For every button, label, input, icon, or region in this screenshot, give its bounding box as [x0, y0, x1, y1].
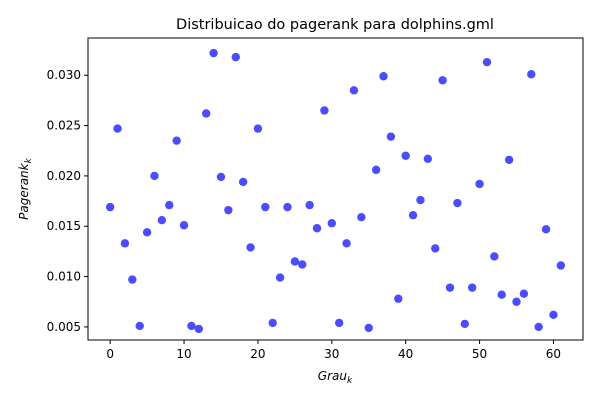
data-point	[519, 289, 529, 298]
data-point	[231, 52, 240, 62]
y-tick-label: 0.025	[47, 119, 81, 133]
data-point	[261, 202, 270, 212]
x-tick-label: 0	[106, 347, 114, 361]
data-point	[541, 225, 551, 234]
data-point	[549, 310, 558, 320]
data-point	[512, 297, 521, 306]
data-point	[460, 319, 469, 329]
data-point	[327, 219, 337, 228]
data-point	[209, 48, 218, 58]
data-point	[342, 239, 351, 248]
data-point	[394, 294, 403, 303]
data-points	[105, 48, 566, 334]
x-tick-label: 60	[546, 347, 561, 361]
data-point	[527, 70, 536, 79]
plot-area	[87, 37, 584, 341]
data-point	[202, 109, 211, 118]
y-tick-label: 0.010	[47, 270, 81, 284]
data-point	[401, 151, 410, 160]
data-point	[453, 198, 462, 208]
y-axis: 0.005 0.010 0.015 0.020 0.025 0.030	[47, 68, 88, 334]
data-point	[490, 252, 499, 261]
data-point	[364, 323, 373, 333]
plot-frame	[87, 37, 584, 341]
data-point	[187, 321, 196, 331]
data-point	[438, 76, 447, 85]
data-point	[142, 228, 152, 237]
data-point	[497, 290, 506, 299]
data-point	[371, 165, 381, 175]
data-point	[408, 210, 418, 220]
data-point	[157, 216, 167, 225]
data-point	[534, 322, 543, 332]
data-point	[179, 221, 189, 230]
data-point	[467, 283, 477, 292]
data-point	[150, 171, 159, 181]
data-point	[334, 318, 344, 328]
chart-title: Distribuicao do pagerank para dolphins.g…	[176, 17, 494, 33]
x-tick-label: 30	[324, 347, 339, 361]
x-axis-label: Grauk	[318, 369, 353, 386]
x-axis: 0 10 20 30 40 50 60	[106, 340, 561, 361]
data-point	[120, 239, 130, 248]
data-point	[556, 261, 566, 270]
data-point	[194, 324, 204, 334]
y-tick-label: 0.020	[47, 169, 81, 183]
data-point	[431, 244, 440, 253]
y-axis-label: Pagerankk	[17, 157, 34, 219]
data-point	[275, 273, 285, 282]
x-tick-label: 40	[398, 347, 413, 361]
data-point	[423, 154, 433, 163]
data-point	[268, 318, 277, 328]
y-tick-label: 0.030	[47, 68, 81, 82]
data-point	[253, 124, 263, 133]
data-point	[357, 212, 366, 222]
data-point	[246, 243, 255, 252]
data-point	[238, 177, 248, 187]
data-point	[105, 202, 115, 212]
data-point	[283, 202, 292, 212]
y-tick-label: 0.015	[47, 219, 81, 233]
data-point	[416, 195, 425, 205]
data-point	[386, 132, 396, 141]
x-tick-label: 50	[472, 347, 487, 361]
data-point	[290, 257, 300, 266]
data-point	[216, 172, 226, 182]
x-tick-label: 20	[250, 347, 265, 361]
data-point	[165, 200, 174, 210]
data-point	[379, 72, 388, 81]
data-point	[475, 179, 484, 189]
data-point	[445, 283, 455, 292]
data-point	[128, 275, 137, 284]
data-point	[298, 260, 307, 269]
data-point	[113, 124, 122, 133]
data-point	[224, 205, 233, 215]
data-point	[482, 57, 492, 67]
y-tick-label: 0.005	[47, 320, 81, 334]
data-point	[320, 106, 329, 115]
data-point	[305, 200, 314, 210]
data-point	[504, 155, 514, 165]
data-point	[172, 136, 181, 145]
x-tick-label: 10	[176, 347, 191, 361]
data-point	[135, 321, 144, 331]
data-point	[349, 86, 359, 95]
data-point	[312, 224, 322, 233]
